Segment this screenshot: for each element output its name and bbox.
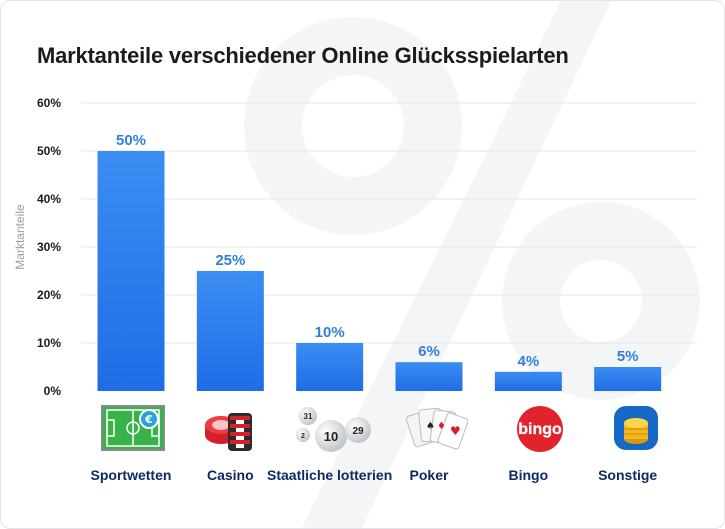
data-label: 25% — [215, 252, 245, 269]
casino-chips-icon — [205, 413, 252, 451]
y-tick-label: 60% — [37, 96, 61, 110]
svg-text:10: 10 — [324, 429, 338, 444]
svg-text:29: 29 — [352, 426, 364, 437]
bar — [196, 271, 264, 391]
y-tick-label: 10% — [37, 336, 61, 350]
svg-text:♥: ♥ — [450, 424, 461, 438]
svg-text:♠: ♠ — [426, 421, 435, 432]
x-tick-label: Casino — [206, 467, 254, 483]
bar — [296, 343, 364, 391]
x-tick-label: Bingo — [508, 467, 549, 483]
svg-text:€: € — [144, 413, 153, 426]
bingo-icon: bingo — [517, 406, 563, 452]
bar — [395, 362, 463, 391]
y-tick-label: 50% — [37, 144, 61, 158]
bar — [494, 371, 562, 391]
bingo-logo-text: bingo — [518, 421, 562, 438]
x-tick-label: Staatliche lotterien — [267, 467, 393, 483]
data-label: 5% — [617, 348, 639, 365]
bar — [594, 367, 662, 391]
lottery-balls-icon: 31 2 10 29 — [296, 407, 371, 452]
y-tick-label: 30% — [37, 240, 61, 254]
playing-cards-icon: ♠ ♦ ♥ — [406, 407, 468, 450]
x-tick-label: Poker — [409, 467, 449, 483]
svg-text:♦: ♦ — [437, 421, 446, 432]
y-tick-label: 40% — [37, 192, 61, 206]
svg-text:31: 31 — [304, 412, 313, 421]
data-label: 6% — [418, 343, 440, 360]
bar — [97, 151, 165, 391]
chart-title: Marktanteile verschiedener Online Glücks… — [37, 43, 569, 68]
x-tick-label: Sportwetten — [90, 467, 172, 483]
soccer-field-euro-icon: € — [101, 405, 165, 451]
svg-text:2: 2 — [301, 433, 305, 440]
coin-stack-icon — [614, 406, 658, 450]
x-tick-label: Sonstige — [598, 467, 658, 483]
data-label: 50% — [116, 132, 146, 149]
data-label: 10% — [315, 324, 345, 341]
y-tick-label: 20% — [37, 288, 61, 302]
y-axis-label: Marktanteile — [13, 204, 27, 270]
data-label: 4% — [517, 353, 539, 370]
y-tick-label: 0% — [44, 384, 62, 398]
